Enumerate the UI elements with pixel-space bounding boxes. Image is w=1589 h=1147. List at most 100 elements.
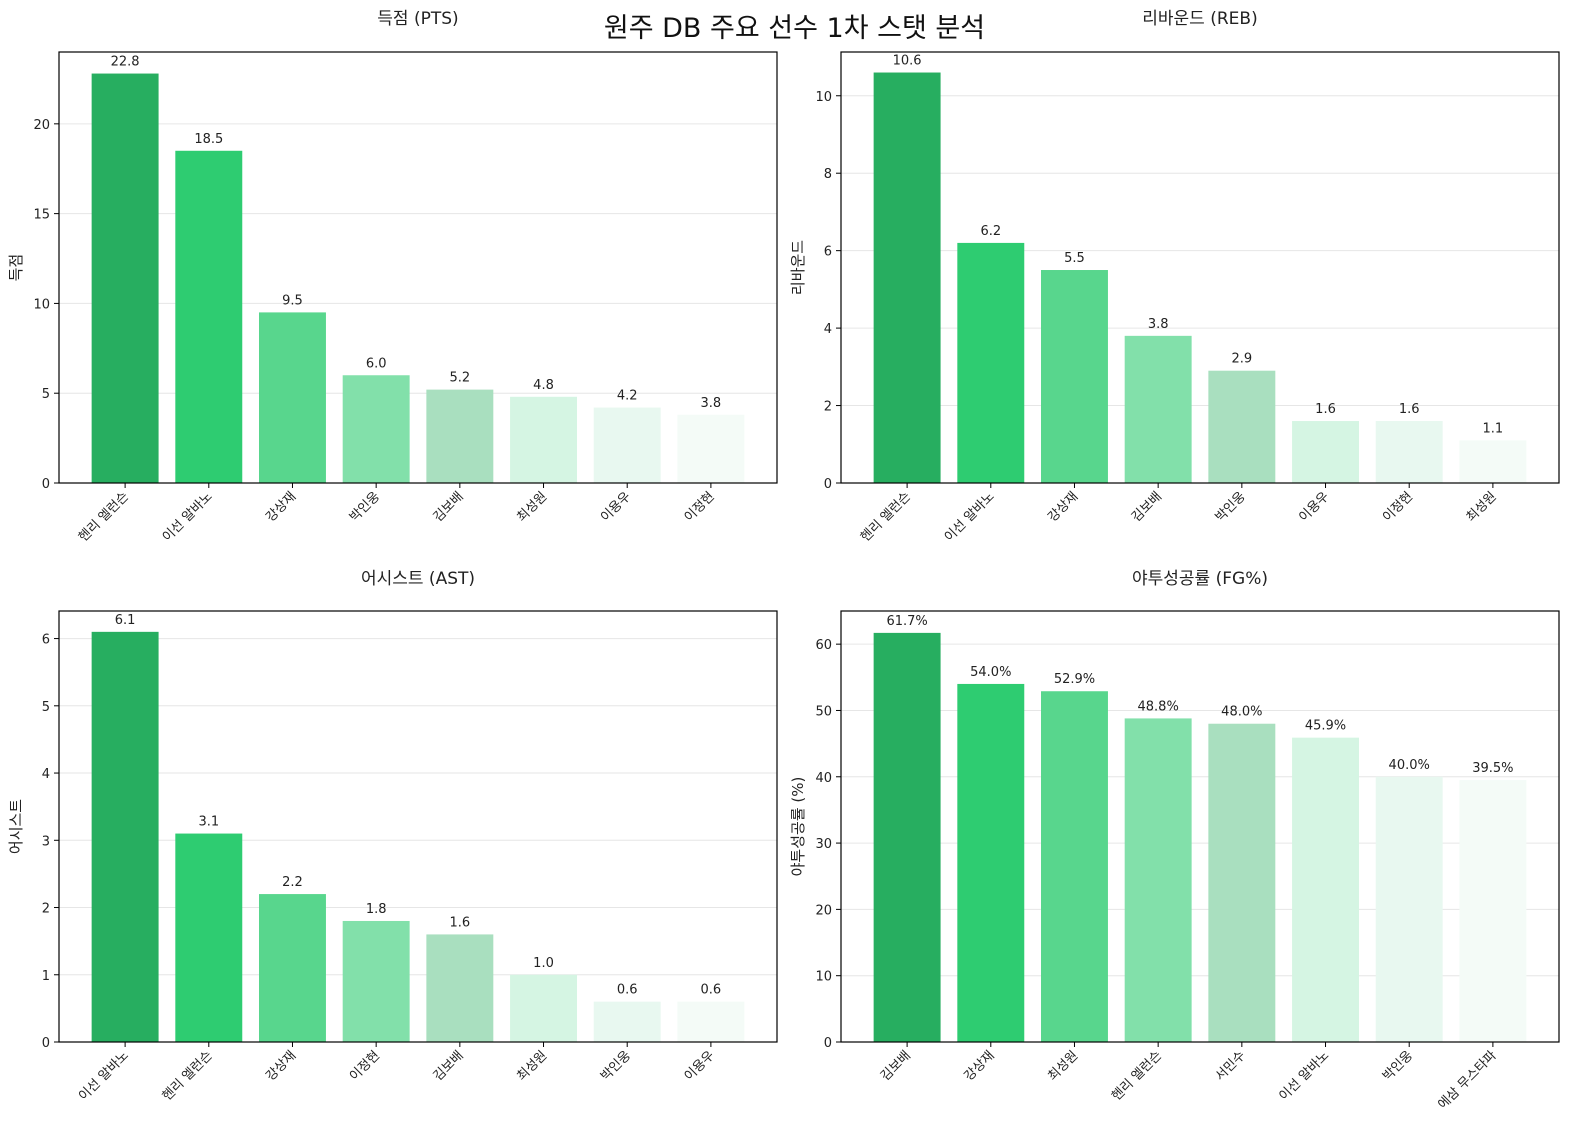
bar [1124,335,1192,483]
y-tick-label: 2 [824,400,832,415]
bar-value-label: 3.1 [198,815,219,830]
bar [1292,737,1359,1042]
x-tick-label: 최성원 [1464,489,1500,525]
x-tick-label: 김보배 [431,489,467,525]
y-tick-label: 3 [42,834,50,849]
y-tick-label: 4 [824,322,832,337]
y-tick-label: 5 [42,700,50,715]
chart-title: 리바운드 (REB) [1142,9,1257,29]
bar [957,242,1025,483]
bar [1208,370,1276,483]
bar-value-label: 22.8 [111,55,140,70]
y-tick-label: 40 [815,771,832,786]
bar [510,396,577,483]
bar-value-label: 48.0% [1221,705,1262,720]
bar-value-label: 2.2 [282,875,303,890]
bar [1208,723,1276,1042]
y-tick-label: 0 [42,1036,50,1051]
bar-value-label: 0.6 [617,983,638,998]
y-tick-label: 30 [815,837,832,852]
bar [342,375,410,483]
x-tick-label: 김보배 [1129,489,1165,525]
y-tick-label: 0 [824,477,832,492]
x-tick-label: 강상재 [263,1048,299,1084]
bar [593,407,661,483]
bar [1041,691,1108,1042]
chart-panel-1: 22.8 헨리 엘런슨 18.5 이선 알바노 9.5 강상재 6.0 박인웅 5.2 김보배 4.… [7,9,778,545]
x-tick-label: 서민수 [1213,1048,1249,1084]
x-tick-label: 헨리 엘런슨 [76,489,132,545]
y-axis-label: 리바운드 [789,240,807,295]
bar [1292,421,1359,483]
x-tick-label: 최성원 [514,1048,550,1084]
bar [91,631,159,1042]
x-tick-label: 최성원 [1045,1048,1081,1084]
bar [259,894,326,1042]
figure-title: 원주 DB 주요 선수 1차 스탯 분석 [603,13,986,44]
bar [342,920,410,1042]
axes-frame [840,51,1560,484]
bar [1459,780,1527,1042]
bar [1375,776,1443,1042]
bar-value-label: 1.0 [533,956,554,971]
x-tick-label: 김보배 [431,1048,467,1084]
bar [873,632,941,1042]
bar [259,312,326,483]
bar [426,389,494,483]
y-tick-label: 5 [42,387,50,402]
bar-value-label: 52.9% [1054,672,1095,687]
bar [957,683,1025,1042]
x-tick-label: 이선 알바노 [1277,1048,1333,1104]
bar-value-label: 3.8 [1148,317,1169,332]
bar-value-label: 4.2 [617,389,638,404]
bar [677,414,745,483]
axes-frame [840,610,1560,1043]
chart-panel-3: 6.1 이선 알바노 3.1 헨리 엘런슨 2.2 강상재 1.8 이정현 1.6 김보배 1.0 최… [7,569,778,1104]
bar-value-label: 39.5% [1472,761,1513,776]
bar-value-label: 6.0 [366,356,387,371]
y-tick-label: 20 [33,118,50,133]
bar-value-label: 5.2 [449,371,470,386]
x-tick-label: 박인웅 [1213,489,1249,525]
y-axis-label: 야투성공률 (%) [789,777,807,877]
bar-value-label: 1.6 [449,915,470,930]
bar-value-label: 54.0% [970,665,1011,680]
bar [91,73,159,484]
axes-frame [58,610,778,1043]
y-tick-label: 20 [815,903,832,918]
bar [1041,270,1108,483]
bar-value-label: 48.8% [1138,699,1179,714]
y-tick-label: 10 [815,90,832,105]
bar-value-label: 1.6 [1315,402,1336,417]
bar-value-label: 1.8 [366,902,387,917]
x-tick-label: 강상재 [962,1048,998,1084]
y-tick-label: 0 [824,1036,832,1051]
x-tick-label: 이선 알바노 [76,1048,132,1104]
bar [1459,440,1527,483]
x-tick-label: 강상재 [263,489,299,525]
y-tick-label: 10 [33,297,50,312]
bar [510,974,577,1042]
x-tick-label: 헨리 엘런슨 [160,1048,216,1104]
y-axis-label: 어시스트 [7,799,25,854]
x-tick-label: 이용우 [1296,489,1332,525]
axes-frame [58,51,778,484]
bar [426,934,494,1042]
chart-title: 야투성공률 (FG%) [1132,569,1268,589]
y-tick-label: 1 [42,969,50,984]
bar-value-label: 6.1 [115,613,136,628]
x-tick-label: 김보배 [878,1048,914,1084]
y-axis-label: 득점 [7,254,25,282]
bar-value-label: 5.5 [1064,251,1085,266]
y-tick-label: 0 [42,477,50,492]
bar [175,150,243,484]
x-tick-label: 이정현 [1380,489,1416,525]
bar [175,833,243,1042]
bar-value-label: 4.8 [533,378,554,393]
x-tick-label: 강상재 [1045,489,1081,525]
x-tick-label: 박인웅 [1380,1048,1416,1084]
x-tick-label: 헨리 엘런슨 [858,489,914,545]
x-tick-label: 최성원 [514,489,550,525]
x-tick-label: 박인웅 [598,1048,634,1084]
